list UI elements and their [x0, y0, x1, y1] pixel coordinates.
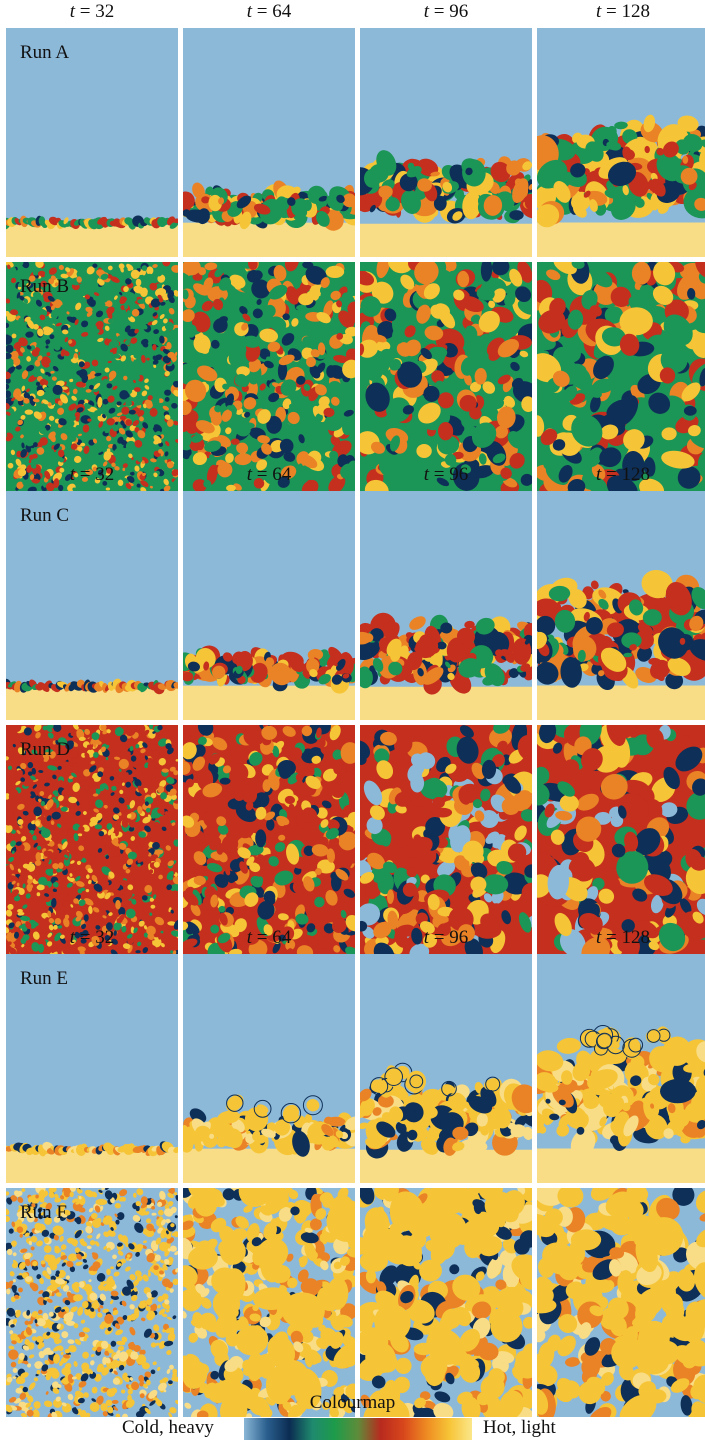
time-label: t = 64: [183, 926, 355, 950]
simulation-panel: Run E: [6, 954, 178, 1183]
time-variable: t: [69, 927, 76, 948]
time-label: t = 96: [360, 463, 532, 487]
run-label: Run B: [20, 276, 70, 297]
run-label: Run C: [20, 505, 70, 526]
simulation-panel: [183, 28, 355, 257]
simulation-field: [537, 262, 705, 491]
time-variable: t: [246, 927, 253, 948]
time-value: = 96: [429, 927, 469, 948]
simulation-field: [537, 954, 705, 1183]
time-value: = 32: [75, 464, 115, 485]
time-label: t = 64: [183, 463, 355, 487]
time-label: t = 32: [6, 0, 178, 24]
simulation-field: [6, 954, 178, 1183]
time-variable: t: [596, 1, 602, 22]
simulation-panel: Run A: [6, 28, 178, 257]
simulation-field: [360, 1188, 532, 1417]
simulation-field: [6, 725, 178, 954]
simulation-field: [360, 491, 532, 720]
time-variable: t: [246, 464, 253, 485]
time-value: = 128: [601, 464, 650, 485]
run-label: Run F: [20, 1202, 67, 1223]
simulation-panel: Run C: [6, 491, 178, 720]
simulation-field: [537, 28, 705, 257]
simulation-panel: [360, 725, 532, 954]
time-label: t = 128: [537, 0, 705, 24]
simulation-panel: [183, 1188, 355, 1417]
simulation-field: [360, 954, 532, 1183]
time-variable: t: [246, 1, 253, 22]
simulation-field: [537, 1188, 705, 1417]
time-label-row: t = 32 t = 64 t = 96 t = 128: [0, 926, 705, 950]
time-value: = 64: [252, 464, 292, 485]
simulation-panel: [183, 725, 355, 954]
simulation-panel: [360, 28, 532, 257]
simulation-field: [183, 1188, 355, 1417]
time-variable: t: [423, 927, 430, 948]
time-label: t = 128: [537, 463, 705, 487]
colourmap-hot-label: Hot, light: [483, 1417, 556, 1438]
time-variable: t: [69, 1, 76, 22]
simulation-panel: Run F: [6, 1188, 178, 1417]
simulation-panel: [183, 954, 355, 1183]
time-variable: t: [423, 1, 430, 22]
time-label: t = 128: [537, 926, 705, 950]
time-label: t = 32: [6, 463, 178, 487]
time-value: = 32: [75, 927, 115, 948]
time-value: = 96: [429, 464, 469, 485]
simulation-panel: [537, 262, 705, 491]
time-variable: t: [596, 927, 602, 948]
time-label-row: t = 32 t = 64 t = 96 t = 128: [0, 0, 705, 24]
time-label: t = 32: [6, 926, 178, 950]
run-label: Run A: [20, 42, 70, 63]
time-variable: t: [596, 464, 602, 485]
simulation-field: [360, 725, 532, 954]
simulation-field: [360, 262, 532, 491]
run-label: Run E: [20, 968, 69, 989]
simulation-panel: [537, 491, 705, 720]
simulation-field: [360, 28, 532, 257]
time-value: = 128: [601, 1, 650, 22]
simulation-field: [183, 491, 355, 720]
simulation-panel: [537, 954, 705, 1183]
colourmap-title: Colourmap: [309, 1392, 396, 1413]
time-label: t = 64: [183, 0, 355, 24]
simulation-field: [183, 725, 355, 954]
simulation-panel: Run D: [6, 725, 178, 954]
time-value: = 96: [429, 1, 469, 22]
time-label: t = 96: [360, 0, 532, 24]
simulation-field: [183, 954, 355, 1183]
simulation-panel: [537, 725, 705, 954]
simulation-panel: [183, 491, 355, 720]
simulation-panel: [360, 262, 532, 491]
run-label: Run D: [20, 739, 71, 760]
time-value: = 64: [252, 927, 292, 948]
simulation-panel: [537, 1188, 705, 1417]
time-value: = 128: [601, 927, 650, 948]
time-label-row: t = 32 t = 64 t = 96 t = 128: [0, 463, 705, 487]
colourbar-gradient: [244, 1418, 472, 1440]
simulation-field: [183, 28, 355, 257]
time-label: t = 96: [360, 926, 532, 950]
simulation-panel: [360, 954, 532, 1183]
simulation-field: [6, 28, 178, 257]
time-value: = 32: [75, 1, 115, 22]
simulation-panel: [183, 262, 355, 491]
simulation-field: [6, 1188, 178, 1417]
simulation-field: [6, 491, 178, 720]
time-variable: t: [69, 464, 76, 485]
simulation-panel: [537, 28, 705, 257]
time-variable: t: [423, 464, 430, 485]
simulation-field: [183, 262, 355, 491]
simulation-field: [537, 491, 705, 720]
colourmap-cold-label: Cold, heavy: [122, 1417, 214, 1438]
colourbar: [244, 1418, 472, 1440]
simulation-panel: Run B: [6, 262, 178, 491]
time-value: = 64: [252, 1, 292, 22]
simulation-field: [6, 262, 178, 491]
simulation-field: [537, 725, 705, 954]
simulation-panel: [360, 1188, 532, 1417]
simulation-panel: [360, 491, 532, 720]
